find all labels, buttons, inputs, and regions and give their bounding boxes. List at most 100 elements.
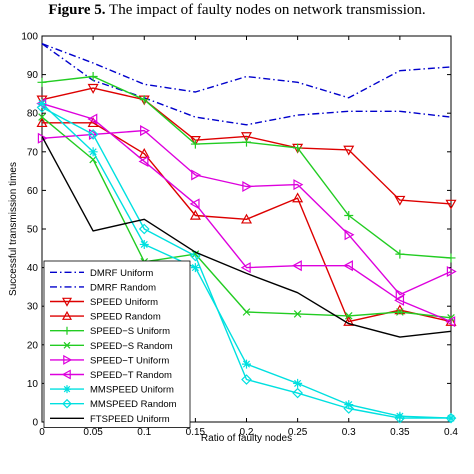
data-point	[344, 210, 354, 220]
figure-caption: The impact of faulty nodes on network tr…	[109, 2, 426, 18]
y-tick-label: 10	[27, 379, 39, 390]
data-point	[242, 308, 251, 316]
data-point	[395, 411, 405, 421]
data-point	[395, 289, 406, 301]
data-point	[191, 250, 200, 258]
data-point	[293, 310, 302, 318]
y-tick-label: 50	[27, 225, 39, 236]
legend-entry: DMRF Uniform	[50, 268, 153, 279]
data-point	[343, 145, 355, 156]
legend-label: SPEED Random	[90, 312, 161, 323]
legend-entry: MMSPEED Random	[50, 398, 177, 410]
legend-entry: SPEED−T Random	[50, 369, 172, 381]
data-point	[61, 310, 73, 320]
x-tick-label: 0.35	[390, 427, 410, 438]
data-point	[446, 253, 456, 263]
legend-entry: SPEED−S Random	[50, 341, 173, 352]
data-point	[139, 95, 149, 105]
data-point	[446, 265, 457, 277]
data-point	[293, 179, 304, 191]
data-point	[344, 312, 353, 320]
legend-label: SPEED−S Uniform	[90, 326, 170, 337]
data-point	[293, 378, 303, 388]
x-axis: 0 0.05 0.1 0.15 0.2 0.25 0.3 0.35 0.4	[39, 36, 458, 438]
series-2	[41, 43, 452, 126]
data-point	[87, 83, 99, 94]
data-point	[242, 137, 251, 147]
x-tick-label: 0.1	[137, 427, 151, 438]
series-line	[41, 136, 452, 338]
series-1	[41, 43, 452, 99]
data-point	[139, 239, 149, 249]
data-point	[138, 223, 150, 235]
data-point	[394, 294, 405, 306]
series-line	[41, 75, 452, 259]
legend-label: SPEED−S Random	[90, 341, 173, 352]
data-point	[140, 125, 150, 137]
x-tick-label: 0.3	[342, 427, 356, 438]
legend-label: SPEED−T Random	[90, 370, 172, 381]
legend-label: DMRF Uniform	[90, 268, 153, 279]
series-10	[36, 102, 457, 424]
figure-title: Figure 5. The impact of faulty nodes on …	[0, 2, 474, 19]
x-tick-label: 0.4	[444, 427, 458, 438]
data-point	[88, 147, 98, 157]
data-point	[240, 213, 253, 224]
data-point	[63, 385, 71, 394]
data-point	[36, 117, 48, 128]
series-line	[41, 102, 452, 323]
legend-label: SPEED−T Uniform	[90, 355, 169, 366]
data-point	[61, 297, 73, 307]
data-point	[138, 155, 149, 167]
y-tick-label: 100	[21, 32, 38, 43]
data-point	[189, 198, 200, 210]
data-point	[394, 412, 406, 424]
series-8	[36, 98, 456, 328]
y-axis: 0 10 20 30 40 50 60 70 80 90 100	[21, 32, 451, 429]
series-line	[41, 43, 452, 126]
y-tick-label: 40	[27, 263, 39, 274]
data-point	[293, 143, 303, 153]
data-point	[292, 192, 304, 203]
data-point	[38, 113, 46, 121]
data-point	[190, 250, 201, 262]
series-layer	[36, 43, 457, 424]
x-tick-label: 0.15	[186, 427, 206, 438]
y-tick-label: 70	[27, 147, 39, 158]
data-point	[36, 102, 48, 113]
data-point	[190, 139, 200, 149]
legend-label: DMRF Random	[90, 282, 156, 293]
data-point	[63, 341, 71, 349]
data-point	[394, 195, 406, 206]
data-point	[37, 77, 47, 87]
data-point	[190, 263, 200, 273]
y-tick-label: 20	[27, 340, 39, 351]
data-point	[242, 181, 253, 193]
data-point	[344, 229, 355, 241]
y-tick-label: 30	[27, 302, 39, 313]
legend-entry: SPEED−T Uniform	[50, 354, 169, 366]
data-point	[240, 262, 251, 274]
legend-entry: DMRF Random	[50, 282, 156, 293]
legend-label: MMSPEED Random	[90, 399, 177, 410]
series-11	[41, 136, 452, 338]
legend-label: FTSPEED Uniform	[90, 414, 170, 425]
legend-label: SPEED Uniform	[90, 297, 158, 308]
data-point	[445, 412, 457, 424]
data-point	[240, 132, 253, 143]
data-point	[88, 72, 98, 82]
legend-entry: SPEED Random	[50, 310, 161, 323]
data-point	[138, 147, 150, 158]
legend: DMRF Uniform DMRF Random SPEED Uniform SPEE…	[43, 260, 191, 429]
data-point	[63, 354, 73, 365]
x-tick-label: 0	[39, 427, 45, 438]
series-5	[37, 72, 456, 263]
data-point	[343, 403, 355, 414]
series-line	[41, 106, 451, 419]
data-point	[63, 326, 71, 335]
y-axis-label: Successful transmission times	[8, 162, 19, 296]
y-tick-label: 90	[27, 70, 39, 81]
legend-entry: SPEED−S Uniform	[50, 326, 170, 337]
y-tick-label: 60	[27, 186, 39, 197]
y-tick-label: 80	[27, 109, 39, 120]
